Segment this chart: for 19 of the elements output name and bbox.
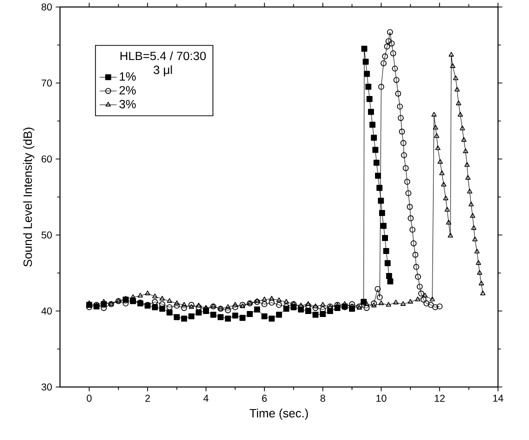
y-tick-label: 50 (42, 231, 52, 239)
y-tick-label: 60 (42, 155, 52, 163)
x-tick-label: 2 (145, 394, 150, 402)
x-tick-label: 0 (86, 394, 92, 402)
x-axis-title: Time (sec.) (250, 408, 308, 420)
x-tick-label: 6 (262, 394, 267, 402)
legend-label: 2% (120, 86, 136, 94)
y-tick-label: 80 (42, 3, 52, 11)
y-tick-label: 30 (42, 383, 52, 391)
y-tick-label: 70 (42, 79, 52, 87)
legend-label: 1% (120, 72, 136, 81)
y-axis-title: Sound Level Intensity (dB) (23, 128, 34, 267)
x-tick-label: 10 (376, 394, 386, 402)
x-tick-label: 4 (203, 394, 208, 402)
x-tick-label: 12 (434, 394, 445, 402)
x-tick-label: 8 (320, 394, 326, 402)
legend-label: 3% (119, 100, 136, 108)
x-tick-label: 14 (493, 394, 504, 402)
y-tick-label: 40 (41, 307, 52, 315)
